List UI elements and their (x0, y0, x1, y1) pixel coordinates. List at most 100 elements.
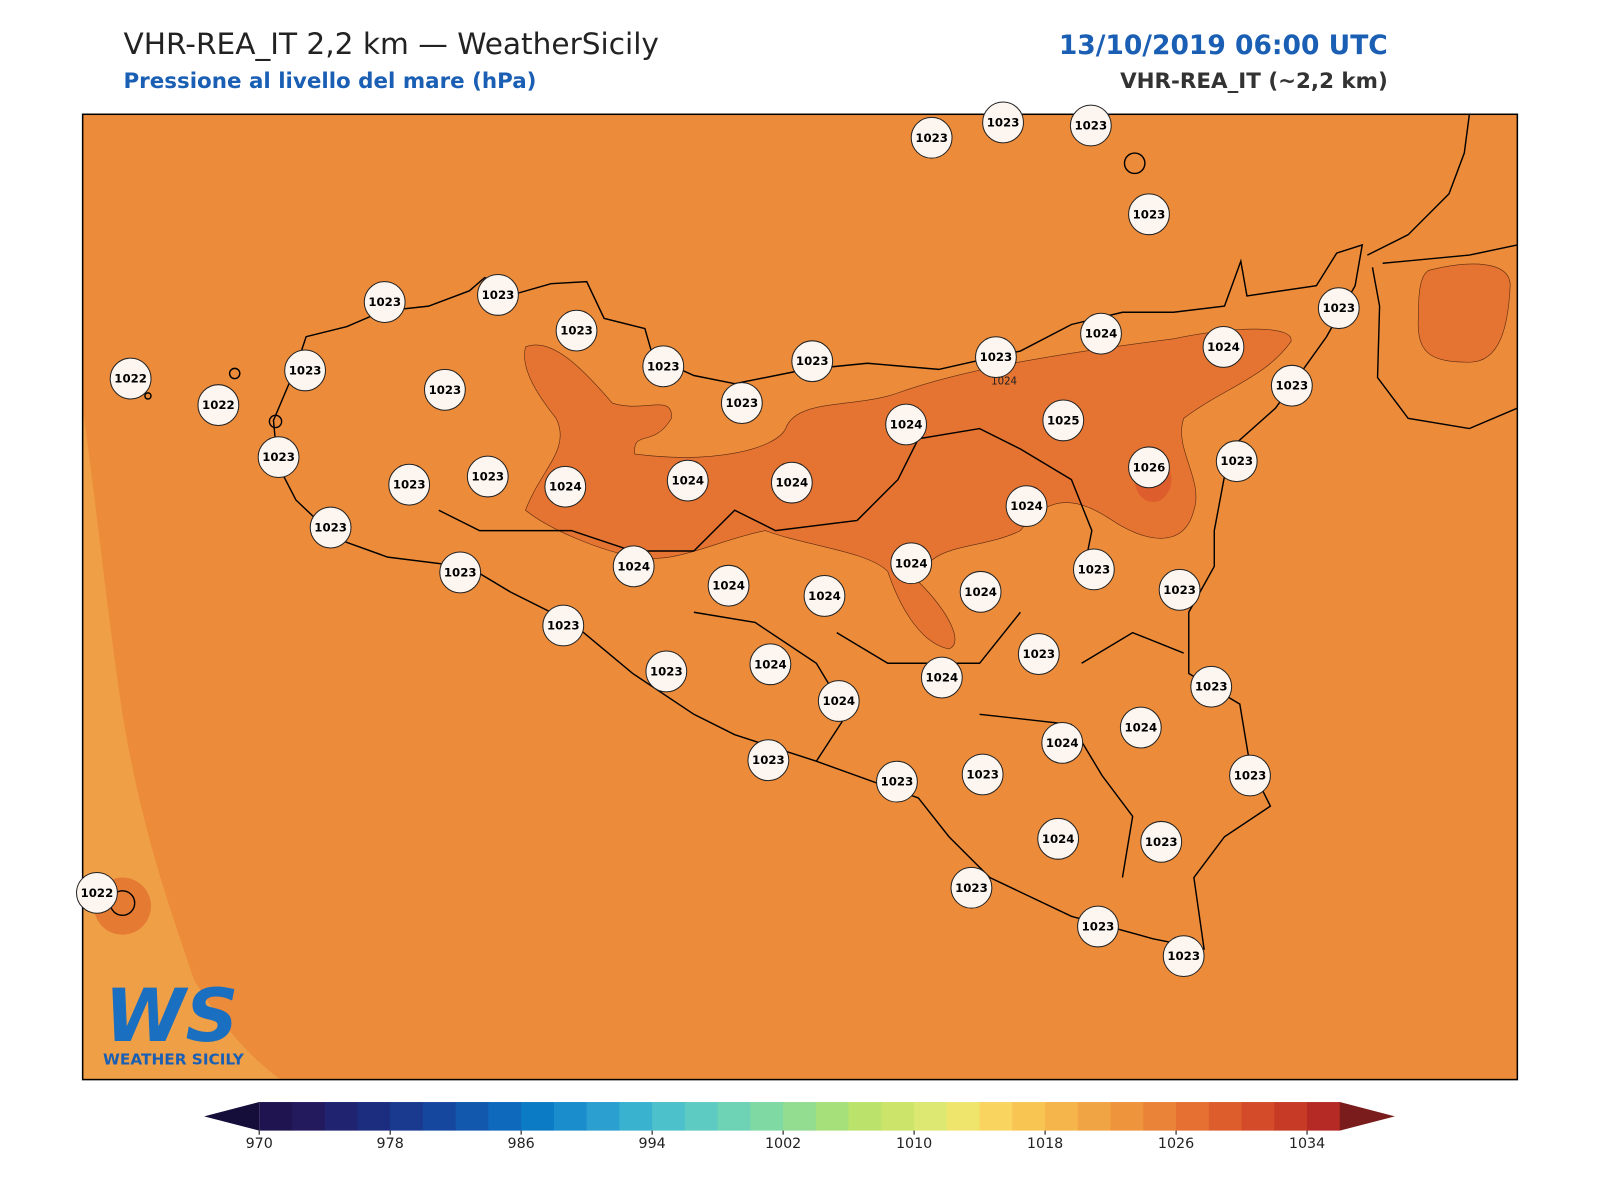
station-value: 1024 (964, 585, 997, 599)
station-value: 1022 (114, 372, 147, 386)
station-marker (876, 760, 918, 803)
station-value: 1026 (1133, 460, 1166, 474)
station-marker (1072, 548, 1115, 591)
station-marker (959, 570, 1002, 613)
station-value: 1023 (560, 324, 593, 338)
station-marker (466, 455, 509, 498)
colorbar-bin (684, 1102, 719, 1131)
station-value: 1024 (617, 559, 650, 573)
station-marker (1128, 193, 1170, 236)
station-value: 1023 (1145, 835, 1178, 849)
colorbar-over (1339, 1102, 1395, 1131)
colorbar-bin (979, 1102, 1013, 1131)
station-marker (770, 461, 813, 504)
station-marker (1317, 287, 1360, 330)
station-value: 1024 (754, 657, 787, 671)
map: 1024 (82, 114, 1518, 1080)
station-marker (961, 753, 1004, 796)
colorbar-bin (652, 1102, 686, 1131)
logo-name: WEATHER SICILY (103, 1050, 245, 1068)
colorbar-bin (1274, 1102, 1308, 1131)
model: VHR-REA_IT (~2,2 km) (1120, 69, 1388, 94)
station-marker (747, 739, 790, 782)
colorbar-bin (1241, 1102, 1275, 1131)
station-value: 1023 (647, 359, 680, 373)
date: 13/10/2019 06:00 UTC (1059, 30, 1388, 61)
station-value: 1023 (1078, 562, 1111, 576)
colorbar-bin (815, 1102, 850, 1131)
station-value: 1023 (796, 354, 829, 368)
station-marker (1202, 326, 1245, 368)
station-marker (257, 436, 300, 479)
colorbar-bin (750, 1102, 784, 1131)
logo-mark: WS (104, 974, 238, 1059)
station-value: 1024 (1085, 327, 1118, 341)
station-marker (309, 506, 352, 549)
colorbar-bin (357, 1102, 391, 1131)
station-value: 1022 (81, 886, 114, 900)
station-marker (645, 650, 688, 693)
colorbar-tick-label: 1026 (1158, 1136, 1194, 1152)
station-marker (109, 357, 152, 400)
station-value: 1023 (262, 450, 295, 464)
colorbar-tick-label: 986 (508, 1136, 535, 1152)
colorbar-bin (619, 1102, 653, 1131)
station-value: 1023 (1075, 119, 1108, 133)
station-marker (1128, 446, 1170, 489)
station-value: 1023 (444, 565, 477, 579)
station-value: 1023 (471, 470, 504, 484)
station-value: 1024 (1046, 736, 1079, 750)
station-value: 1024 (549, 480, 582, 494)
station-marker (975, 336, 1017, 379)
station-value: 1023 (955, 881, 988, 895)
field (82, 114, 1518, 1080)
station-marker (1119, 706, 1162, 749)
station-value: 1023 (1167, 949, 1200, 963)
station-marker (1017, 633, 1060, 675)
colorbar-tick-label: 1002 (765, 1136, 801, 1152)
logo: WS WEATHER SICILY (103, 974, 245, 1068)
colorbar-bin (717, 1102, 751, 1131)
colorbar-bin (946, 1102, 981, 1131)
station-marker (439, 551, 482, 594)
station-value: 1023 (429, 383, 462, 397)
colorbar-bin (291, 1102, 326, 1131)
colorbar-bin (390, 1102, 424, 1131)
station-marker (707, 564, 750, 607)
station-value: 1024 (1010, 499, 1043, 513)
station-value: 1024 (712, 579, 745, 593)
station-marker (1042, 399, 1085, 442)
colorbar-tick-label: 994 (639, 1136, 666, 1152)
station-value: 1023 (393, 478, 426, 492)
station-marker (1270, 364, 1313, 407)
station-value: 1023 (1322, 301, 1355, 315)
station-value: 1024 (1125, 721, 1158, 735)
station-marker (885, 403, 928, 446)
colorbar-tick-label: 1010 (896, 1136, 932, 1152)
station-value: 1025 (1047, 413, 1080, 427)
station-marker (1158, 568, 1201, 611)
station-marker (1215, 440, 1258, 483)
subtitle: Pressione al livello del mare (hPa) (123, 69, 536, 94)
station-value: 1023 (980, 350, 1013, 364)
colorbar-bin (586, 1102, 620, 1131)
colorbar-bin (1077, 1102, 1112, 1131)
station-value: 1024 (1042, 832, 1075, 846)
contour-1024 (524, 328, 1292, 650)
station-value: 1023 (289, 363, 322, 377)
station-value: 1023 (1276, 379, 1309, 393)
title: VHR-REA_IT 2,2 km — WeatherSicily (123, 27, 658, 61)
station-value: 1023 (726, 396, 759, 410)
map-frame (81, 113, 1519, 1081)
colorbar-bin (1012, 1102, 1046, 1131)
station-marker (749, 643, 792, 686)
station-value: 1023 (966, 767, 999, 781)
colorbar-bin (1110, 1102, 1144, 1131)
colorbar-bin (553, 1102, 588, 1131)
colorbar-bin (488, 1102, 522, 1131)
station-value: 1023 (1133, 207, 1166, 221)
station-value: 1023 (1195, 680, 1228, 694)
colorbar-tick-label: 970 (246, 1136, 273, 1152)
station-value: 1024 (1207, 340, 1240, 354)
station-value: 1023 (915, 131, 948, 145)
